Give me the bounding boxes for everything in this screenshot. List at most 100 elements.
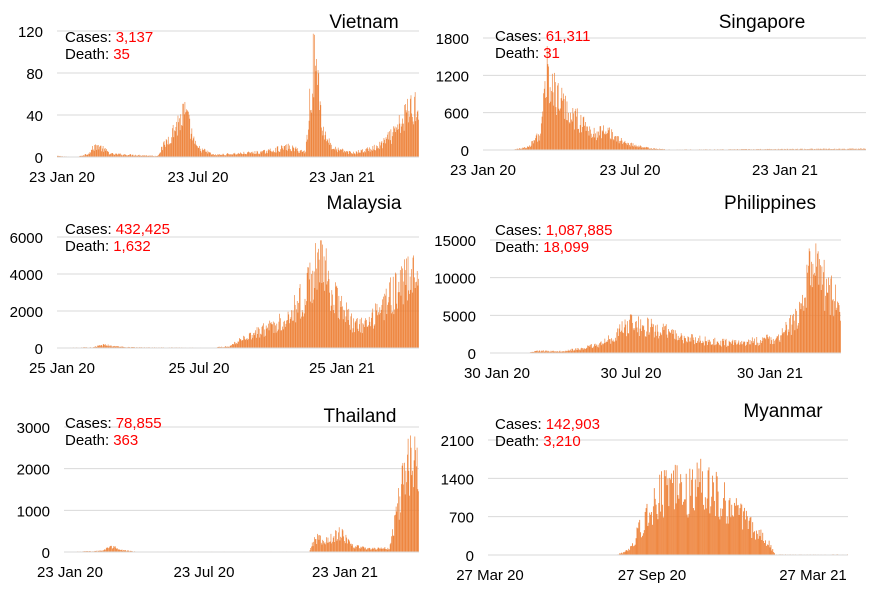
daily-case-bar (614, 341, 615, 353)
daily-case-bar (256, 327, 258, 348)
daily-case-bar (704, 497, 706, 555)
daily-case-bar (696, 342, 698, 353)
daily-case-bar (313, 271, 315, 348)
daily-case-bar (298, 152, 299, 157)
daily-case-bar (386, 138, 388, 157)
daily-case-bar (411, 113, 412, 157)
daily-case-bar (217, 155, 219, 157)
daily-case-bar (517, 148, 519, 150)
daily-case-bar (729, 341, 731, 353)
daily-case-bar (300, 318, 302, 348)
daily-case-bar (98, 345, 100, 348)
daily-case-bar (534, 351, 535, 353)
daily-case-bar (265, 152, 267, 157)
daily-case-bar (531, 351, 532, 353)
daily-case-bar (649, 332, 651, 353)
daily-case-bar (769, 148, 770, 150)
daily-case-bar (375, 310, 377, 348)
daily-case-bar (305, 151, 306, 157)
daily-case-bar (329, 292, 331, 348)
daily-case-bar (598, 135, 600, 150)
daily-case-bar (540, 133, 541, 150)
daily-case-bar (716, 341, 718, 353)
daily-cases-series (57, 33, 419, 158)
daily-case-bar (722, 508, 724, 555)
daily-case-bar (174, 131, 176, 157)
daily-case-bar (710, 344, 712, 353)
daily-case-bar (344, 322, 346, 348)
daily-case-bar (817, 148, 819, 150)
daily-case-bar (650, 514, 652, 555)
daily-case-bar (766, 544, 768, 555)
daily-case-bar (722, 340, 724, 353)
daily-case-bar (706, 498, 708, 555)
daily-case-bar (808, 265, 809, 353)
daily-case-bar (241, 340, 242, 348)
daily-case-bar (339, 301, 341, 348)
daily-case-bar (626, 143, 627, 150)
daily-case-bar (650, 318, 652, 353)
daily-case-bar (356, 152, 358, 157)
daily-case-bar (729, 497, 731, 555)
daily-case-bar (415, 282, 417, 348)
daily-case-bar (372, 146, 374, 157)
daily-case-bar (389, 282, 390, 348)
daily-case-bar (737, 342, 739, 353)
daily-case-bar (753, 341, 755, 353)
daily-case-bar (765, 545, 767, 555)
daily-case-bar (810, 285, 811, 353)
daily-case-bar (543, 351, 545, 353)
death-label: Death: (65, 46, 109, 63)
daily-case-bar (733, 340, 735, 353)
daily-case-bar (246, 338, 247, 348)
daily-case-bar (396, 303, 398, 348)
daily-case-bar (346, 537, 348, 552)
daily-case-bar (582, 117, 584, 150)
daily-case-bar (679, 483, 681, 555)
daily-case-bar (734, 505, 736, 555)
daily-case-bar (752, 522, 754, 555)
x-tick-label: 23 Jul 20 (600, 162, 661, 179)
daily-case-bar (119, 549, 121, 552)
daily-case-bar (694, 479, 696, 555)
daily-case-bar (761, 340, 763, 353)
y-tick-label: 0 (468, 346, 476, 363)
daily-case-bar (235, 154, 236, 157)
daily-case-bar (337, 287, 338, 348)
cases-label: Cases: (495, 28, 542, 45)
daily-case-bar (142, 155, 143, 157)
daily-case-bar (542, 111, 544, 150)
daily-case-bar (188, 111, 189, 157)
daily-case-bar (127, 550, 129, 552)
daily-case-bar (656, 514, 658, 555)
x-tick-label: 27 Mar 21 (779, 567, 847, 584)
country-title: Thailand (324, 406, 397, 427)
daily-case-bar (768, 540, 770, 555)
daily-case-bar (523, 148, 525, 150)
daily-case-bar (126, 155, 127, 157)
daily-case-bar (659, 474, 661, 555)
daily-case-bar (294, 295, 295, 348)
daily-case-bar (375, 150, 376, 157)
daily-case-bar (333, 148, 335, 157)
daily-case-bar (329, 541, 330, 552)
daily-case-bar (773, 552, 775, 555)
daily-case-bar (277, 146, 279, 157)
daily-case-bar (637, 332, 639, 353)
daily-case-bar (527, 147, 529, 150)
daily-case-bar (348, 308, 350, 348)
daily-case-bar (284, 145, 286, 157)
daily-case-bar (254, 151, 256, 157)
daily-case-bar (674, 330, 676, 353)
daily-case-bar (353, 547, 355, 552)
daily-case-bar (801, 148, 803, 150)
daily-case-bar (721, 516, 723, 555)
daily-case-bar (796, 310, 797, 353)
daily-case-bar (537, 351, 539, 353)
daily-case-bar (633, 146, 635, 150)
daily-case-bar (100, 345, 102, 348)
daily-case-bar (172, 124, 174, 157)
daily-case-bar (293, 148, 295, 157)
daily-case-bar (574, 350, 576, 353)
daily-case-bar (634, 544, 636, 555)
